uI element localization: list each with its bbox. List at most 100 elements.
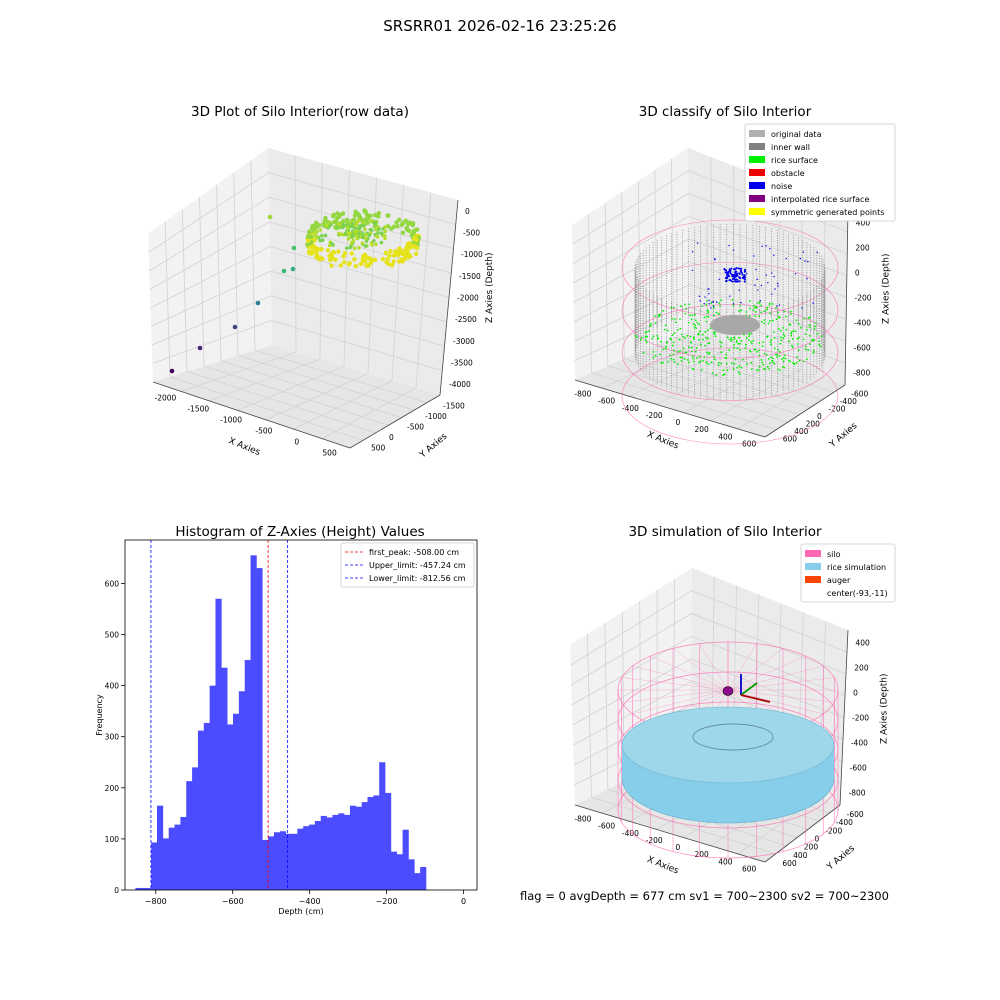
raw-point — [362, 209, 368, 214]
histogram-panel: −800 −600 −400 −200 0 0 100 200 300 400 500 600 Dept… — [95, 539, 478, 916]
rice-surface-point — [772, 331, 775, 333]
rice-surface-point — [790, 344, 793, 347]
grid-line — [199, 197, 205, 367]
raw-point — [352, 213, 358, 218]
x-tick-label: -500 — [255, 427, 272, 436]
noise-point — [716, 301, 718, 303]
rice-surface-point — [750, 368, 753, 370]
rice-surface-point — [789, 310, 792, 313]
noise-point — [740, 301, 742, 304]
rice-surface-point — [689, 335, 692, 338]
noise-point — [691, 251, 694, 253]
rice-surface-point — [757, 349, 760, 352]
rice-surface-point — [777, 328, 780, 331]
rice-surface-point — [669, 337, 672, 340]
classify-legend-box — [744, 123, 896, 222]
rice-surface-point — [775, 318, 778, 320]
raw-point — [337, 222, 342, 227]
raw-point — [351, 232, 355, 237]
rice-surface-point — [739, 342, 742, 345]
x-tick-label: -1000 — [220, 416, 242, 425]
raw-point — [367, 233, 372, 238]
raw-point — [396, 217, 402, 223]
histogram-bar — [385, 792, 392, 890]
rice-surface-point — [695, 327, 698, 330]
x-axis-line — [574, 379, 766, 438]
noise-point — [770, 272, 773, 274]
noise-point — [728, 279, 731, 282]
noise-point — [714, 258, 716, 260]
raw-point — [383, 229, 388, 234]
raw-point — [413, 251, 419, 257]
rice-surface-point — [778, 350, 781, 353]
rice-surface-point — [696, 357, 698, 359]
rice-surface-point — [704, 330, 707, 333]
rice-surface-point — [796, 356, 798, 358]
rice-surface-point — [785, 315, 787, 318]
rice-surface-point — [693, 360, 695, 363]
back-wall-x — [572, 148, 690, 380]
raw-point — [351, 238, 356, 243]
rice-surface-point — [785, 328, 788, 331]
y-tick-label: 600 — [782, 859, 797, 868]
x-tick-label: -2000 — [155, 394, 177, 403]
rice-surface-point — [789, 360, 792, 363]
histogram-legend-box — [340, 542, 475, 588]
rice-surface-point — [636, 336, 638, 339]
rice-surface-point — [674, 321, 677, 324]
rice-surface-point — [812, 351, 815, 354]
grid-line — [169, 376, 363, 441]
grid-line — [629, 345, 735, 397]
noise-point — [761, 245, 763, 248]
rice-surface-point — [644, 339, 647, 342]
x-tick-label: 500 — [322, 449, 337, 458]
x-tick-label: 0 — [461, 897, 466, 906]
histogram-bar — [355, 806, 362, 890]
rice-surface-point — [756, 302, 759, 304]
rice-surface-point — [691, 367, 694, 370]
rice-surface-point — [747, 339, 750, 341]
histogram-bar — [326, 817, 333, 890]
rice-surface-point — [708, 351, 711, 354]
y-tick-label: -400 — [840, 397, 857, 406]
rice-surface-point — [707, 311, 710, 314]
histogram-bar — [192, 767, 199, 890]
silo-ring — [621, 304, 839, 401]
rice-surface-point — [738, 373, 741, 376]
rice-surface-point — [677, 329, 679, 331]
noise-point — [743, 274, 746, 277]
y-axis-line — [764, 384, 846, 438]
y-tick-label: 500 — [371, 444, 386, 453]
rice-surface-point — [700, 343, 702, 346]
silo-ring — [621, 347, 839, 445]
rice-surface-point — [665, 341, 668, 344]
rice-surface-point — [694, 319, 697, 322]
rice-surface-point — [713, 355, 715, 358]
raw-point — [341, 223, 346, 227]
rice-surface-point — [763, 368, 766, 370]
x-tick-label: 400 — [718, 432, 733, 441]
histogram-bar — [233, 713, 240, 890]
rice-surface-point — [752, 304, 755, 307]
grid-line — [150, 270, 447, 327]
histogram-bar — [256, 568, 263, 890]
x-tick-label: -1500 — [187, 405, 209, 414]
silo-roof-line — [727, 648, 784, 691]
rice-surface-point — [783, 366, 786, 369]
rice-surface-point — [808, 343, 811, 345]
rice-surface-point — [740, 309, 743, 312]
histogram-bar — [349, 805, 357, 890]
raw-point — [355, 234, 359, 239]
y-tick-label: 100 — [105, 835, 120, 844]
classify-legend-label: interpolated rice surface — [771, 195, 869, 204]
rice-surface-point — [782, 356, 785, 359]
rice-surface-point — [683, 358, 686, 360]
raw-point — [323, 233, 328, 238]
rice-surface-point — [684, 312, 687, 315]
raw-point — [364, 263, 369, 268]
noise-point — [807, 260, 809, 263]
raw-point — [350, 222, 355, 226]
y-tick-label: -1000 — [425, 412, 447, 421]
rice-surface-point — [779, 329, 782, 332]
histogram-legend-label: first_peak: -508.00 cm — [369, 548, 459, 557]
